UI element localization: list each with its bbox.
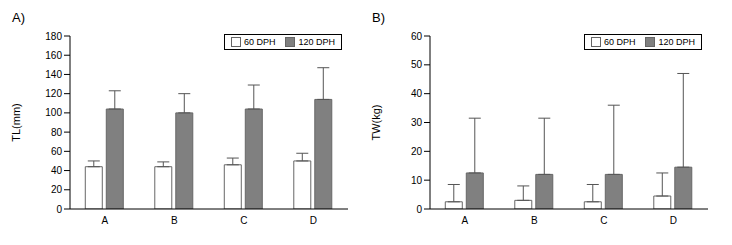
svg-text:40: 40 bbox=[411, 88, 423, 99]
svg-text:100: 100 bbox=[45, 107, 62, 118]
svg-text:120: 120 bbox=[45, 88, 62, 99]
svg-text:TL(mm): TL(mm) bbox=[10, 103, 22, 142]
svg-text:60: 60 bbox=[51, 146, 63, 157]
svg-text:180: 180 bbox=[45, 31, 62, 42]
svg-text:140: 140 bbox=[45, 69, 62, 80]
svg-text:20: 20 bbox=[51, 184, 63, 195]
svg-text:D: D bbox=[310, 215, 317, 226]
svg-text:B: B bbox=[531, 215, 538, 226]
svg-text:D: D bbox=[670, 215, 677, 226]
html-text:120 DPH: 120 DPH bbox=[658, 37, 695, 47]
html-text:60 DPH: 60 DPH bbox=[244, 37, 276, 47]
svg-text:0: 0 bbox=[56, 204, 62, 215]
html-text:A): A) bbox=[12, 10, 25, 25]
svg-text:30: 30 bbox=[411, 117, 423, 128]
svg-text:50: 50 bbox=[411, 59, 423, 70]
svg-text:60: 60 bbox=[411, 31, 423, 42]
svg-text:0: 0 bbox=[416, 204, 422, 215]
svg-text:80: 80 bbox=[51, 127, 63, 138]
svg-text:A: A bbox=[461, 215, 468, 226]
svg-text:160: 160 bbox=[45, 50, 62, 61]
svg-text:C: C bbox=[600, 215, 607, 226]
svg-text:10: 10 bbox=[411, 175, 423, 186]
html-text:60 DPH: 60 DPH bbox=[604, 37, 636, 47]
svg-text:C: C bbox=[240, 215, 247, 226]
html-text:120 DPH: 120 DPH bbox=[298, 37, 335, 47]
svg-text:40: 40 bbox=[51, 165, 63, 176]
html-text:B): B) bbox=[372, 10, 385, 25]
svg-text:A: A bbox=[101, 215, 108, 226]
svg-text:20: 20 bbox=[411, 146, 423, 157]
svg-text:TW(kg): TW(kg) bbox=[370, 104, 382, 140]
svg-text:B: B bbox=[171, 215, 178, 226]
